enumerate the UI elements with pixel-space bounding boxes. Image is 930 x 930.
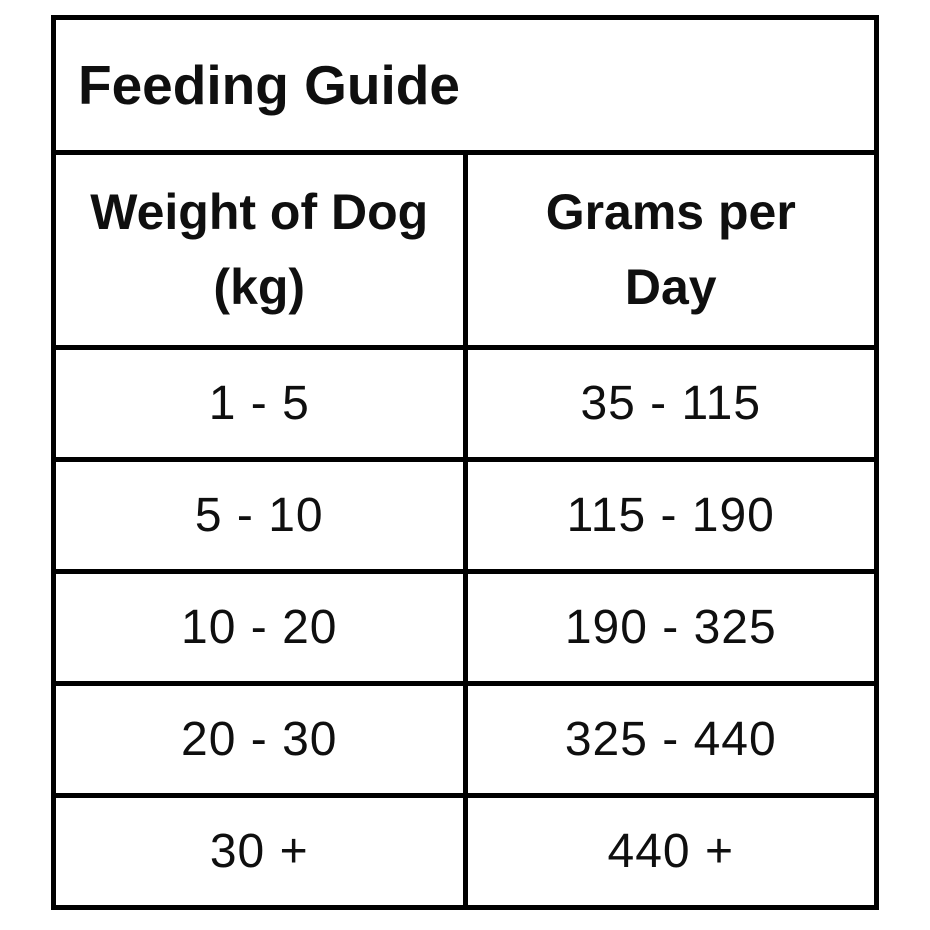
- grams-cell: 115 - 190: [462, 462, 875, 569]
- column-header-grams-line1: Grams per: [545, 184, 796, 240]
- grams-cell: 190 - 325: [462, 574, 875, 681]
- weight-cell: 30 +: [209, 825, 309, 878]
- table-row: 30 + 440 +: [56, 793, 874, 905]
- weight-cell: 5 - 10: [194, 489, 324, 542]
- grams-cell: 325 - 440: [462, 686, 875, 793]
- weight-cell: 10 - 20: [181, 601, 338, 654]
- column-header-weight: Weight of Dog (kg): [56, 155, 463, 345]
- table-title: Feeding Guide: [78, 54, 460, 116]
- table-header-row: Weight of Dog (kg) Grams per Day: [56, 150, 874, 345]
- table-row: 10 - 20 190 - 325: [56, 569, 874, 681]
- column-header-grams: Grams per Day: [462, 155, 875, 345]
- feeding-guide-table: Feeding Guide Weight of Dog (kg) Grams p…: [51, 15, 879, 910]
- table-row: 20 - 30 325 - 440: [56, 681, 874, 793]
- grams-cell: 440 +: [462, 798, 875, 905]
- grams-cell: 35 - 115: [462, 350, 875, 457]
- table-title-cell: Feeding Guide: [56, 20, 874, 150]
- table-row: 5 - 10 115 - 190: [56, 457, 874, 569]
- column-header-weight-line2: (kg): [213, 259, 306, 315]
- weight-cell: 1 - 5: [208, 377, 310, 430]
- table-row: 1 - 5 35 - 115: [56, 345, 874, 457]
- column-header-grams-line2: Day: [624, 259, 717, 315]
- weight-cell: 20 - 30: [181, 713, 338, 766]
- column-header-weight-line1: Weight of Dog: [90, 184, 429, 240]
